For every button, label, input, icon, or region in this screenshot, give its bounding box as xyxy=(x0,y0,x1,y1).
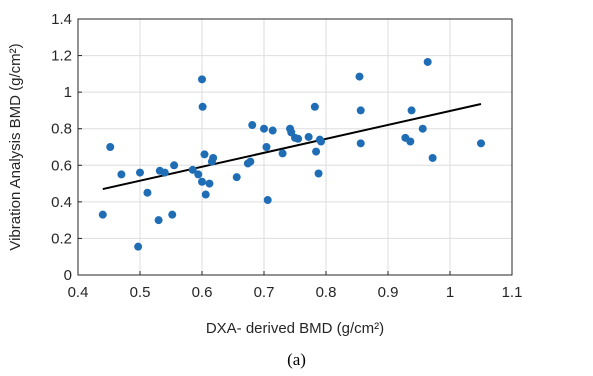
x-tick-label: 0.4 xyxy=(68,284,89,301)
data-point xyxy=(355,72,364,81)
data-point xyxy=(209,153,218,162)
data-point xyxy=(262,143,271,151)
data-point xyxy=(407,106,416,115)
y-tick-label: 1 xyxy=(64,84,72,101)
data-point xyxy=(317,137,326,146)
data-point xyxy=(194,170,203,179)
x-tick-labels: 0.4 0.5 0.6 0.7 0.8 0.9 1 1.1 xyxy=(68,284,523,301)
data-point xyxy=(310,102,319,111)
data-point xyxy=(188,165,197,174)
data-point xyxy=(477,139,485,148)
data-point xyxy=(232,173,241,182)
data-point xyxy=(248,121,257,130)
data-point xyxy=(198,177,206,186)
grid-lines xyxy=(77,18,513,276)
data-points xyxy=(98,57,485,251)
data-point xyxy=(136,168,144,177)
x-tick-label: 1 xyxy=(446,284,454,301)
data-point xyxy=(106,143,115,151)
y-tick-label: 0.4 xyxy=(51,194,72,211)
data-point xyxy=(423,57,432,66)
data-point xyxy=(406,137,415,146)
data-point xyxy=(198,102,207,111)
y-tick-label: 0.2 xyxy=(51,230,72,247)
y-axis-label: Vibration Analysis BMD (g/cm²) xyxy=(7,43,24,250)
plot-frame xyxy=(77,18,513,276)
plot-area xyxy=(78,19,512,275)
data-point xyxy=(356,139,365,148)
y-tick-label: 1.2 xyxy=(51,48,72,65)
data-point xyxy=(428,153,437,162)
data-point xyxy=(268,126,277,135)
data-point xyxy=(98,210,107,219)
x-tick-label: 0.5 xyxy=(130,284,151,301)
data-point xyxy=(418,124,427,133)
x-tick-label: 0.8 xyxy=(316,284,337,301)
data-point xyxy=(143,188,152,197)
data-point xyxy=(260,124,268,133)
y-tick-labels: 0 0.2 0.4 0.6 0.8 1 1.2 1.4 xyxy=(51,11,72,284)
x-tick-label: 1.1 xyxy=(502,284,523,301)
data-point xyxy=(154,216,163,225)
data-point xyxy=(205,179,214,188)
data-point xyxy=(198,75,206,84)
y-tick-label: 1.4 xyxy=(51,11,72,28)
data-point xyxy=(200,150,209,159)
data-point xyxy=(117,170,126,179)
data-point xyxy=(312,147,321,156)
x-tick-label: 0.6 xyxy=(192,284,213,301)
data-point xyxy=(170,161,179,170)
data-point xyxy=(294,134,303,143)
data-point xyxy=(160,168,169,177)
data-point xyxy=(304,132,313,141)
x-tick-label: 0.9 xyxy=(378,284,399,301)
x-tick-label: 0.7 xyxy=(254,284,275,301)
y-tick-label: 0 xyxy=(64,267,72,284)
figure-caption: (a) xyxy=(287,350,306,369)
y-tick-label: 0.6 xyxy=(51,157,72,174)
data-point xyxy=(201,190,210,199)
axes xyxy=(77,18,513,276)
data-point xyxy=(278,149,287,158)
data-point xyxy=(356,106,365,115)
data-point xyxy=(314,169,323,178)
data-point xyxy=(246,157,255,166)
y-tick-label: 0.8 xyxy=(51,121,72,138)
data-point xyxy=(168,210,177,219)
x-axis-label: DXA- derived BMD (g/cm²) xyxy=(206,320,384,337)
data-point xyxy=(263,196,272,205)
data-point xyxy=(134,242,143,251)
